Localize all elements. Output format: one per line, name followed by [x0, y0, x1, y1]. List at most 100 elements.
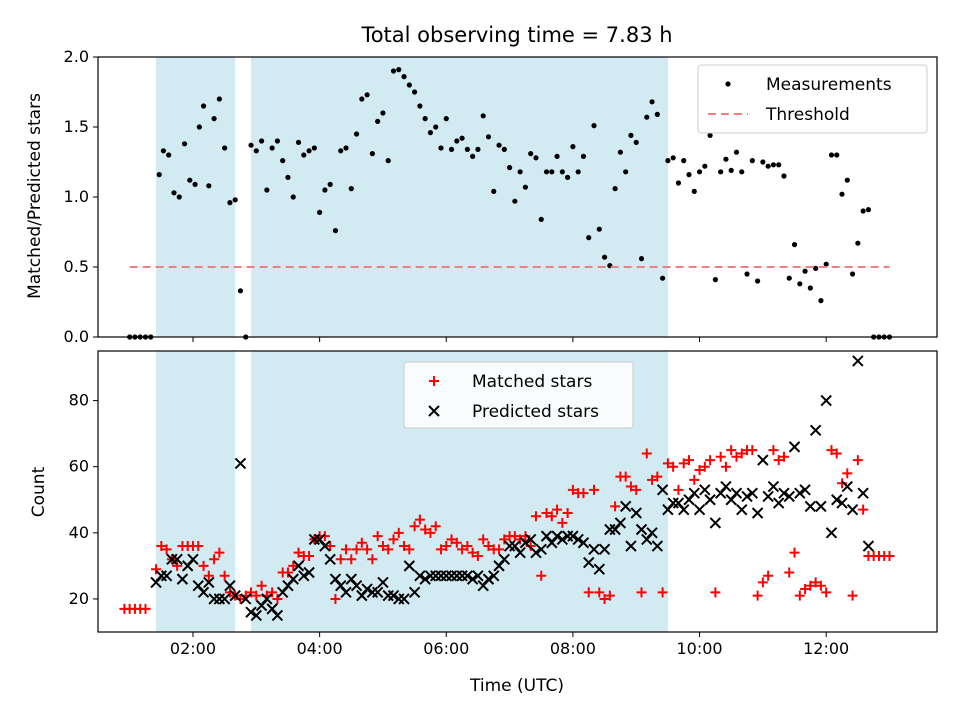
top-data-point — [369, 151, 375, 157]
bottom-data-point — [763, 570, 774, 581]
bottom-data-point — [656, 484, 669, 496]
bottom-shaded-region — [156, 351, 236, 632]
bottom-data-point — [820, 394, 832, 407]
bottom-data-point — [197, 586, 210, 599]
bottom-data-point — [203, 570, 214, 581]
bottom-y-tick-label: 20 — [69, 589, 89, 608]
top-data-point — [828, 152, 835, 158]
top-shaded-region — [251, 57, 668, 337]
top-data-point — [638, 256, 645, 262]
top-data-point — [628, 132, 634, 138]
bottom-data-point — [810, 577, 821, 588]
top-data-point — [306, 148, 312, 154]
top-data-point — [237, 288, 244, 294]
top-legend-box — [697, 64, 928, 134]
bottom-data-point — [214, 547, 225, 558]
bottom-data-point — [409, 521, 420, 532]
top-data-point — [702, 163, 708, 169]
bottom-data-point — [689, 474, 700, 485]
top-data-point — [770, 162, 777, 168]
bottom-data-point — [372, 531, 383, 542]
bottom-data-point — [694, 465, 705, 476]
top-data-point — [160, 148, 167, 154]
bottom-data-point — [441, 541, 452, 552]
top-data-point — [390, 68, 397, 74]
bottom-data-point — [736, 503, 748, 516]
bottom-x-tick-label: 06:00 — [423, 639, 469, 658]
bottom-data-point — [303, 566, 315, 579]
bottom-data-point — [414, 514, 425, 525]
top-data-point — [206, 183, 212, 189]
top-data-point — [665, 158, 671, 164]
top-data-point — [216, 96, 222, 102]
bottom-data-point — [826, 445, 837, 456]
bottom-data-point — [403, 560, 416, 572]
top-data-point — [860, 208, 866, 214]
bottom-data-point — [414, 570, 426, 582]
bottom-data-point — [361, 583, 373, 595]
bottom-data-point — [499, 534, 510, 545]
top-data-point — [660, 275, 666, 281]
bottom-data-point — [160, 570, 173, 582]
bottom-data-point — [647, 474, 658, 485]
bottom-data-point — [350, 580, 363, 592]
top-data-point — [670, 155, 676, 161]
bottom-data-point — [662, 458, 673, 469]
top-data-point — [348, 186, 354, 192]
bottom-data-point — [562, 507, 573, 518]
bottom-legend-entry: Predicted stars — [472, 402, 599, 422]
bottom-data-point — [809, 424, 822, 437]
top-data-point — [517, 169, 523, 175]
top-data-point — [596, 226, 602, 232]
bottom-data-point — [678, 503, 690, 516]
bottom-data-point — [245, 606, 257, 618]
top-data-point — [797, 281, 803, 287]
bottom-data-point — [667, 497, 679, 509]
bottom-data-point — [251, 590, 262, 601]
bottom-x-tick-label: 08:00 — [550, 639, 596, 658]
bottom-data-point — [325, 541, 336, 552]
top-data-point — [232, 197, 238, 203]
bottom-data-point — [172, 560, 183, 571]
top-data-point — [813, 265, 819, 271]
top-data-point — [222, 145, 228, 151]
bottom-data-point — [825, 527, 838, 539]
top-data-point — [865, 207, 872, 213]
top-y-tick-label: 0.0 — [64, 327, 89, 346]
top-data-point — [322, 187, 328, 193]
top-data-point — [166, 152, 172, 158]
bottom-data-point — [524, 533, 537, 546]
bottom-data-point — [552, 504, 563, 515]
bottom-data-point — [467, 547, 478, 558]
top-data-point — [380, 110, 386, 116]
bottom-data-point — [324, 553, 336, 565]
top-data-point — [649, 99, 655, 105]
bottom-data-point — [404, 544, 415, 555]
top-data-point — [359, 96, 365, 102]
bottom-data-point — [730, 487, 743, 499]
bottom-data-point — [705, 455, 716, 466]
bottom-legend-entry: Matched stars — [472, 372, 592, 392]
top-data-point — [623, 169, 629, 175]
bottom-data-point — [631, 484, 642, 495]
bottom-data-point — [831, 494, 843, 506]
bottom-data-point — [557, 517, 568, 528]
bottom-data-point — [250, 609, 263, 622]
bottom-data-point — [736, 448, 747, 459]
bottom-data-point — [789, 547, 800, 558]
bottom-legend-box — [403, 361, 634, 429]
bottom-data-point — [387, 589, 400, 602]
top-legend-entry: Measurements — [766, 75, 892, 95]
top-data-point — [264, 187, 270, 193]
bottom-data-point — [367, 554, 378, 565]
top-data-point — [549, 169, 555, 175]
bottom-y-tick-label: 80 — [69, 391, 89, 410]
top-data-point — [733, 149, 740, 155]
top-data-point — [280, 158, 286, 164]
bottom-data-point — [551, 530, 563, 542]
bottom-data-point — [171, 553, 183, 565]
bottom-data-point — [229, 589, 241, 602]
top-data-point — [327, 181, 333, 187]
top-y-tick-label: 2.0 — [64, 47, 89, 66]
bottom-data-point — [377, 576, 389, 589]
